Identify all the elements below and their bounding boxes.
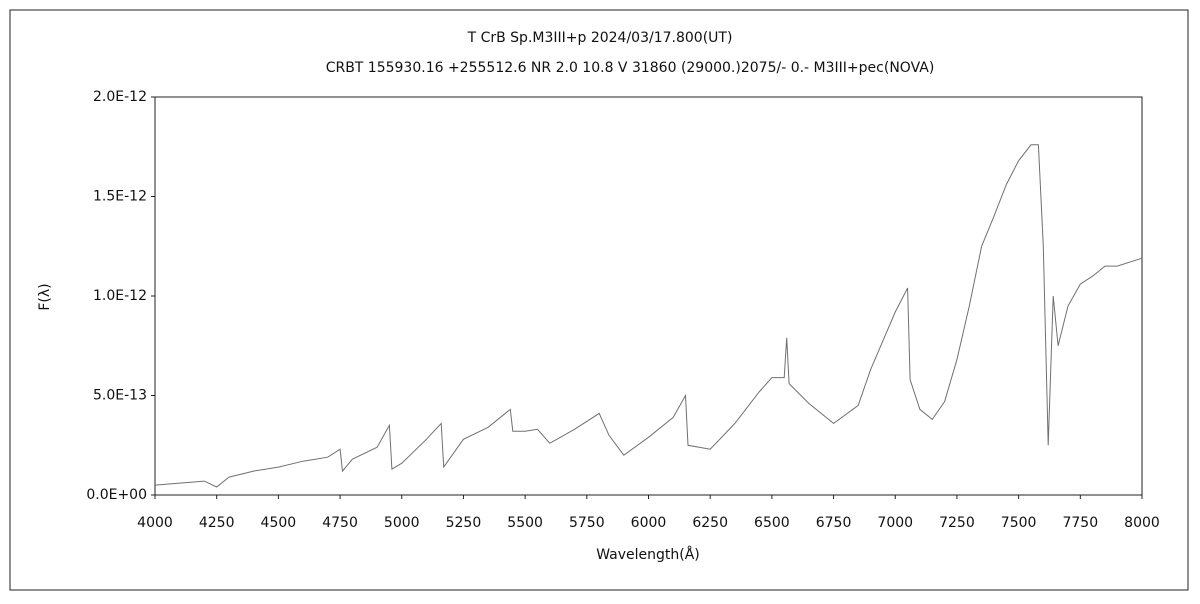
y-tick-label: 0.0E+00 — [86, 487, 147, 503]
x-tick-label: 4000 — [137, 515, 173, 531]
y-tick-label: 5.0E-13 — [93, 388, 147, 404]
y-tick-label: 1.0E-12 — [93, 288, 147, 304]
chart-subtitle: CRBT 155930.16 +255512.6 NR 2.0 10.8 V 3… — [326, 60, 935, 76]
chart-title: T CrB Sp.M3III+p 2024/03/17.800(UT) — [467, 30, 733, 46]
spectrum-line — [154, 144, 1143, 488]
x-tick-label: 5250 — [446, 515, 482, 531]
x-tick-label: 7750 — [1062, 515, 1098, 531]
x-tick-label: 4500 — [261, 515, 297, 531]
x-tick-label: 7500 — [1001, 515, 1037, 531]
x-tick-label: 4250 — [199, 515, 235, 531]
x-tick-label: 5500 — [507, 515, 543, 531]
x-tick-label: 7250 — [939, 515, 975, 531]
x-tick-label: 7000 — [877, 515, 913, 531]
y-tick-label: 1.5E-12 — [93, 189, 147, 205]
x-axis-label: Wavelength(Å) — [596, 546, 700, 563]
x-tick-label: 6750 — [816, 515, 852, 531]
x-tick-label: 6250 — [692, 515, 728, 531]
x-tick-label: 8000 — [1124, 515, 1160, 531]
x-tick-label: 4750 — [322, 515, 358, 531]
y-tick-label: 2.0E-12 — [93, 89, 147, 105]
frame — [9, 9, 1189, 591]
x-tick-label: 5750 — [569, 515, 605, 531]
x-tick-label: 5000 — [384, 515, 420, 531]
x-tick-label: 6000 — [631, 515, 667, 531]
y-axis-label: F(λ) — [37, 283, 53, 310]
x-tick-label: 6500 — [754, 515, 790, 531]
